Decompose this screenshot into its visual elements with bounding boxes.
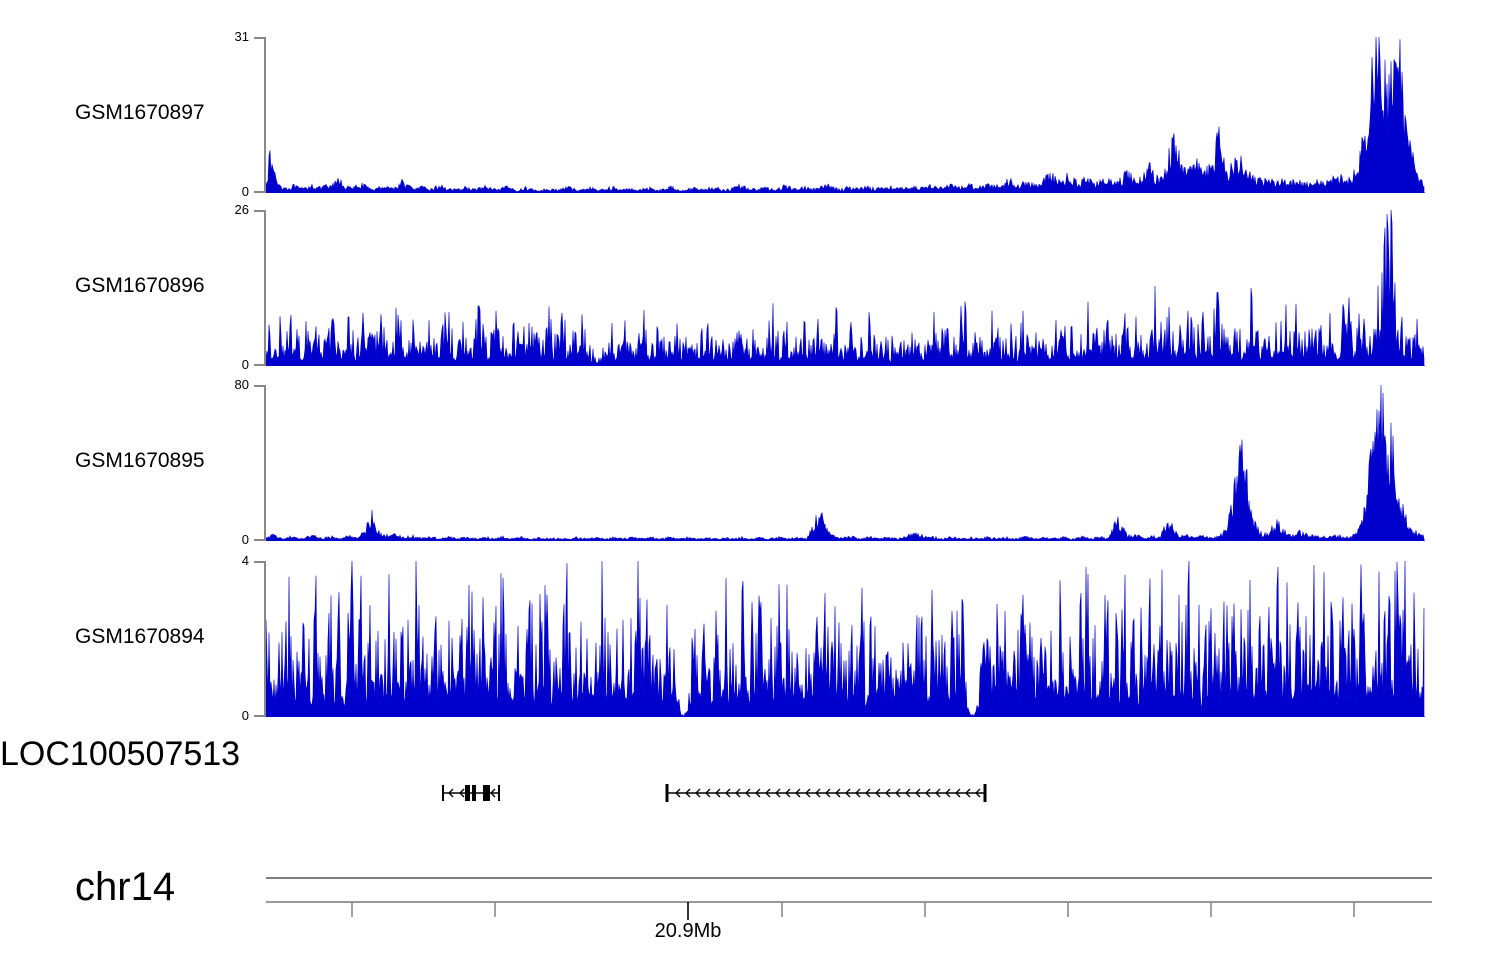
y-axis-max-label: 4 [241, 553, 249, 568]
y-axis-tick-min [254, 715, 266, 717]
y-axis-tick-max [254, 561, 266, 563]
coverage-plot-gsm1670896[interactable] [266, 210, 1425, 366]
y-axis-tick-max [254, 385, 266, 387]
y-axis-max-label: 80 [234, 377, 249, 392]
y-axis-max-label: 26 [234, 202, 249, 217]
y-axis-min-label: 0 [241, 184, 249, 199]
coverage-plot-gsm1670895[interactable] [266, 385, 1425, 541]
y-axis-tick-max [254, 37, 266, 39]
y-axis-line [264, 210, 266, 366]
coverage-track-gsm1670894: GSM1670894 4 0 [0, 554, 1500, 723]
track-label-gsm1670894: GSM1670894 [75, 625, 205, 648]
gene-model-loc100507513[interactable] [664, 783, 988, 803]
chromosome-ruler: chr14 20.9Mb [0, 855, 1500, 965]
y-axis-line [264, 561, 266, 717]
coverage-track-gsm1670897: GSM1670897 31 0 [0, 30, 1500, 199]
y-axis-min-label: 0 [241, 708, 249, 723]
track-label-gsm1670895: GSM1670895 [75, 449, 205, 472]
y-axis-min-label: 0 [241, 357, 249, 372]
y-axis-gsm1670894 [250, 561, 266, 717]
y-axis-max-label: 31 [234, 29, 249, 44]
y-axis-line [264, 385, 266, 541]
track-label-gsm1670896: GSM1670896 [75, 274, 205, 297]
y-axis-line [264, 37, 266, 193]
gene-model-short[interactable] [440, 783, 502, 803]
coverage-track-gsm1670896: GSM1670896 26 0 [0, 203, 1500, 372]
coverage-plot-gsm1670894[interactable] [266, 561, 1425, 717]
ruler-tick-label: 20.9Mb [654, 920, 722, 942]
coverage-plot-gsm1670897[interactable] [266, 37, 1425, 193]
ruler-axis[interactable] [266, 875, 1432, 920]
y-axis-tick-min [254, 364, 266, 366]
y-axis-tick-max [254, 210, 266, 212]
track-label-gsm1670897: GSM1670897 [75, 101, 205, 124]
coverage-track-gsm1670895: GSM1670895 80 0 [0, 378, 1500, 547]
y-axis-min-label: 0 [241, 532, 249, 547]
chromosome-label: chr14 [75, 865, 176, 909]
y-axis-tick-min [254, 539, 266, 541]
gene-annotation-track: LOC100507513 [0, 735, 1500, 830]
y-axis-gsm1670897 [250, 37, 266, 193]
y-axis-tick-min [254, 191, 266, 193]
y-axis-gsm1670896 [250, 210, 266, 366]
gene-label: LOC100507513 [0, 735, 241, 773]
y-axis-gsm1670895 [250, 385, 266, 541]
